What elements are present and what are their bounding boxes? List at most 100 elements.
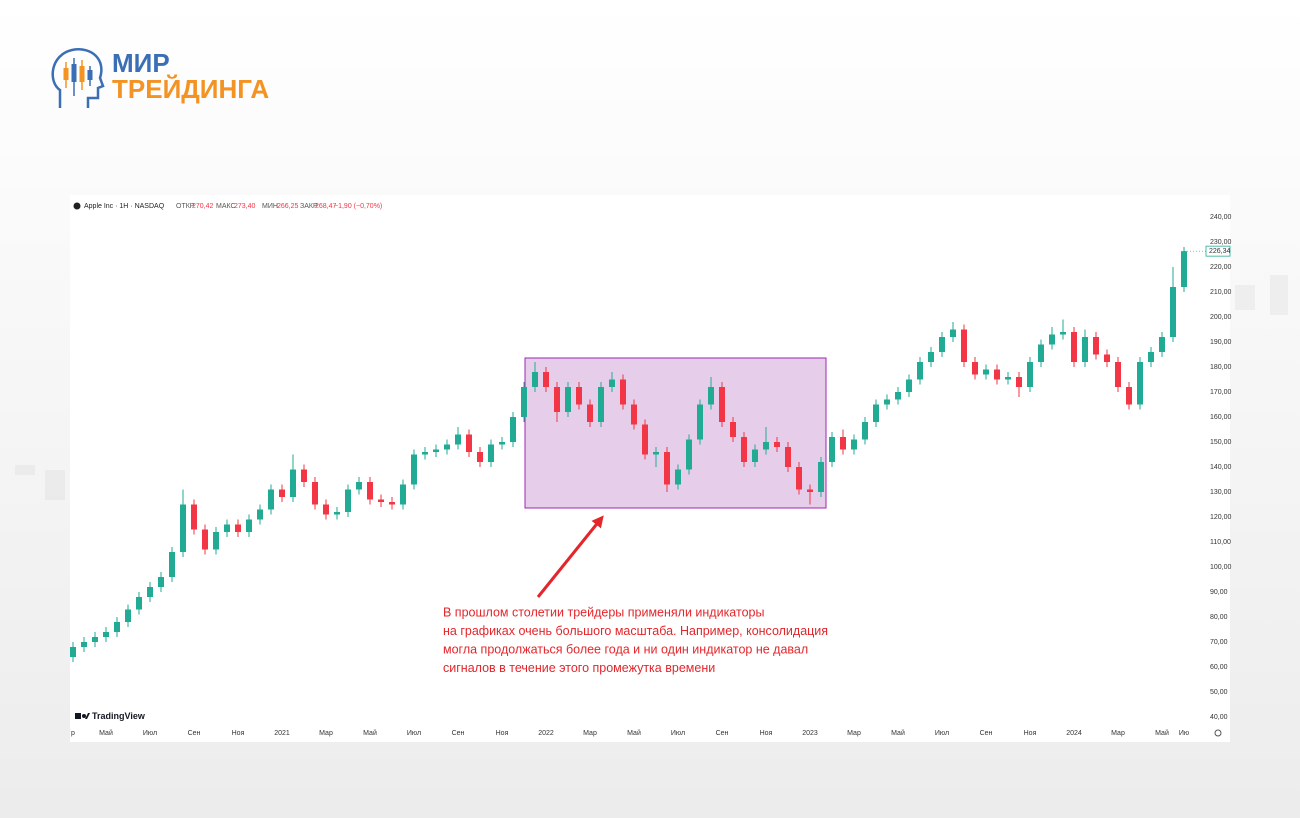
x-tick-label: Сен: [716, 730, 729, 737]
y-tick-label: 150,00: [1210, 439, 1232, 446]
candle-body: [345, 489, 351, 512]
consolidation-box: [524, 357, 827, 509]
y-tick-label: 80,00: [1210, 614, 1228, 621]
candle-body: [1027, 362, 1033, 387]
annotation-line: на графиках очень большого масштаба. Нап…: [443, 624, 828, 638]
candle-body: [1170, 287, 1176, 337]
candle-body: [488, 444, 494, 462]
x-tick-label: Ноя: [496, 730, 509, 737]
x-tick-label: Май: [1155, 729, 1169, 737]
candle-body: [642, 424, 648, 455]
logo: МИР ТРЕЙДИНГА: [51, 48, 269, 108]
candle-body: [741, 437, 747, 462]
x-tick-label: Июл: [671, 730, 685, 737]
y-tick-label: 170,00: [1210, 389, 1232, 396]
candle-body: [268, 489, 274, 510]
candle-body: [378, 499, 384, 502]
candle-body: [411, 454, 417, 485]
settings-icon[interactable]: [1214, 729, 1222, 737]
candle-body: [664, 452, 670, 485]
candle-body: [114, 622, 120, 632]
candle-body: [928, 352, 934, 362]
candle-body: [125, 609, 131, 622]
logo-head: [51, 48, 105, 108]
annotation: В прошлом столетии трейдеры применяли ин…: [443, 605, 828, 675]
candle-body: [70, 647, 76, 657]
candle-body: [587, 404, 593, 422]
candle-body: [1016, 377, 1022, 387]
y-tick-label: 40,00: [1210, 714, 1228, 721]
candle-body: [92, 637, 98, 642]
candle-body: [389, 502, 395, 505]
x-tick-label: Май: [627, 729, 641, 737]
annotation-line: сигналов в течение этого промежутка врем…: [443, 661, 715, 675]
candle-body: [455, 434, 461, 445]
legend-name: МИН: [262, 203, 278, 210]
legend-name: МАКС: [216, 203, 236, 210]
x-tick-label: Май: [891, 729, 905, 737]
annotation-line: могла продолжаться более года и ни один …: [443, 642, 808, 656]
y-tick-label: 50,00: [1210, 689, 1228, 696]
candle-body: [444, 444, 450, 450]
x-tick-label: Сен: [188, 730, 201, 737]
candle-body: [752, 449, 758, 462]
candle-body: [180, 504, 186, 552]
candle-body: [818, 462, 824, 492]
candle-body: [1148, 352, 1154, 362]
candle-body: [565, 387, 571, 412]
candle-body: [1071, 332, 1077, 362]
x-tick-label: Июл: [407, 730, 421, 737]
candle-body: [961, 329, 967, 362]
candle-body: [532, 372, 538, 387]
brand: TradingView: [92, 711, 146, 721]
candle-body: [983, 369, 989, 375]
candle-body: [884, 399, 890, 405]
candle-body: [1104, 354, 1110, 362]
y-tick-label: 120,00: [1210, 514, 1232, 521]
candle-body: [653, 452, 659, 455]
candle-body: [400, 484, 406, 505]
tradingview-logo: TradingView: [75, 711, 146, 721]
candle-body: [796, 467, 802, 490]
candle-body: [939, 337, 945, 352]
y-tick-label: 100,00: [1210, 564, 1232, 571]
candle-body: [829, 437, 835, 462]
candle-body: [950, 329, 956, 337]
candle-body: [895, 392, 901, 400]
candle-body: [917, 362, 923, 380]
candle-body: [510, 417, 516, 442]
candle-body: [697, 404, 703, 440]
candle-body: [1005, 377, 1011, 380]
candle-body: [1126, 387, 1132, 405]
logo-line1: МИР: [112, 48, 170, 78]
x-tick-label: Ию: [1179, 730, 1189, 737]
candle-body: [224, 524, 230, 532]
x-tick-label: Май: [99, 729, 113, 737]
x-tick-label: Ноя: [232, 730, 245, 737]
candle-body: [1115, 362, 1121, 387]
x-tick-label: р: [71, 730, 75, 737]
x-tick-label: 2023: [802, 730, 818, 737]
candle-body: [169, 552, 175, 577]
candle-body: [1093, 337, 1099, 355]
candle-body: [598, 387, 604, 422]
candle-body: [719, 387, 725, 422]
candle-body: [1049, 334, 1055, 345]
legend-name: ОТКР: [176, 203, 195, 210]
x-tick-label: Мар: [583, 730, 597, 737]
candle-body: [554, 387, 560, 412]
candle-body: [675, 469, 681, 485]
chart-title: Apple Inc · 1Н · NASDAQ: [84, 203, 165, 210]
candle-body: [257, 509, 263, 520]
x-tick-label: Сен: [980, 730, 993, 737]
x-tick-label: 2022: [538, 730, 554, 737]
legend-value: 273,40: [234, 203, 256, 210]
candle-body: [521, 387, 527, 417]
candle-body: [730, 422, 736, 437]
candle-body: [1137, 362, 1143, 405]
candle-body: [290, 469, 296, 497]
candle-body: [103, 632, 109, 637]
candle-body: [972, 362, 978, 375]
candle-body: [763, 442, 769, 450]
annotation-line: В прошлом столетии трейдеры применяли ин…: [443, 605, 764, 619]
